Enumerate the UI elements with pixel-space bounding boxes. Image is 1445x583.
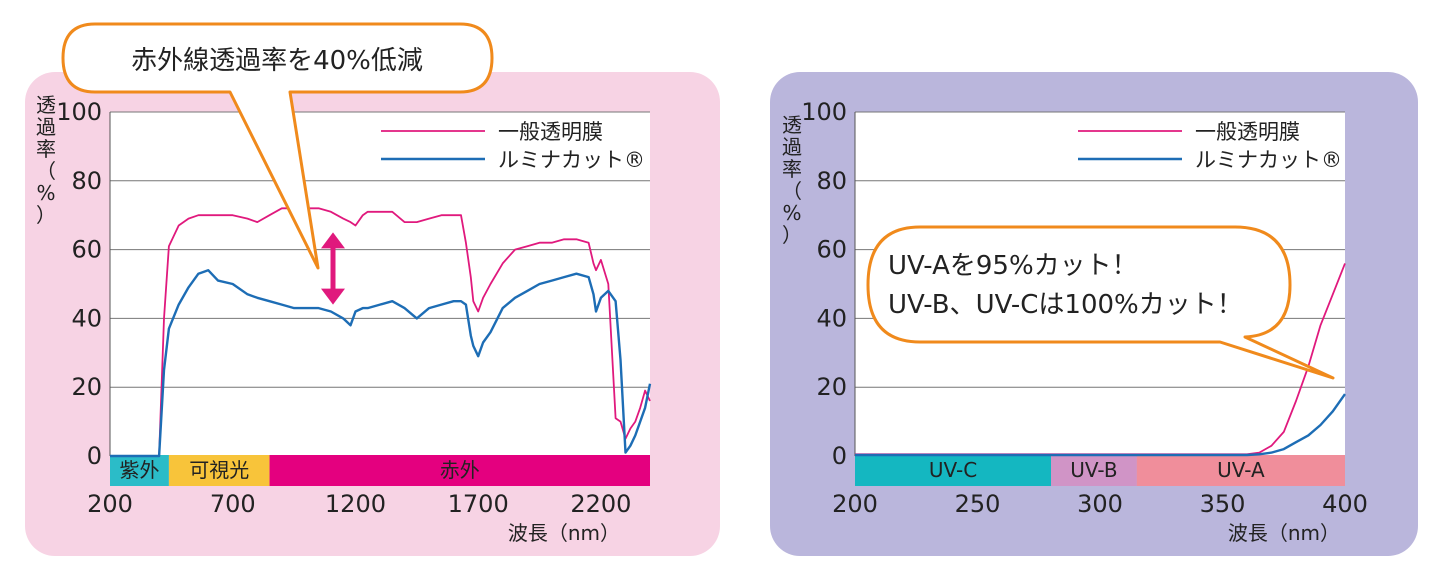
y-tick-label: 20	[816, 373, 847, 401]
chart-2: 0 20 40 60 80 100 UV-C UV-B UV-A 200 250 300 350 400 波…	[770, 72, 1418, 556]
band-UV-A	[1136, 455, 1345, 486]
band-紫外	[110, 455, 169, 486]
band-label: 可視光	[189, 458, 249, 482]
x-tick-label: 700	[210, 490, 256, 518]
y-tick-label: 60	[71, 236, 102, 264]
plot-area	[110, 112, 650, 456]
x-tick-label: 200	[832, 490, 878, 518]
callout-bubble	[866, 225, 1335, 380]
y-tick-label: 40	[816, 304, 847, 332]
y-axis-label: 透過率（%）	[36, 93, 56, 227]
band-赤外	[269, 455, 650, 486]
chart-1: 0 20 40 60 80 100 紫外 可視光 赤外 200 700 1200 1700 2200 波長（…	[25, 22, 720, 556]
band-label: UV-C	[929, 458, 977, 482]
legend-label: ルミナカット®	[498, 148, 645, 172]
x-axis-label: 波長（nm）	[508, 521, 620, 545]
x-tick-label: 200	[87, 490, 133, 518]
band-label: UV-B	[1070, 458, 1117, 482]
y-tick-label: 0	[87, 442, 102, 470]
y-tick-label: 100	[56, 98, 102, 126]
legend-label: ルミナカット®	[1195, 148, 1342, 172]
series-line-1	[110, 207, 651, 457]
x-tick-label: 400	[1322, 490, 1368, 518]
x-tick-label: 1200	[325, 490, 386, 518]
legend-label: 一般透明膜	[1195, 120, 1300, 144]
band-label: 赤外	[440, 458, 480, 482]
x-axis-label: 波長（nm）	[1228, 521, 1340, 545]
x-tick-label: 250	[955, 490, 1001, 518]
gap-arrow-head-up	[321, 232, 345, 249]
callout-text-line1: UV-Aを95%カット！	[888, 251, 1138, 281]
legend-label: 一般透明膜	[498, 120, 603, 144]
callout-text-line2: UV-B、UV-Cは100%カット！	[888, 290, 1243, 320]
band-可視光	[168, 455, 270, 486]
callout-bubble	[61, 22, 494, 270]
band-label: 紫外	[119, 458, 159, 482]
series-line-2	[110, 269, 652, 458]
y-tick-label: 80	[816, 167, 847, 195]
y-tick-label: 80	[71, 167, 102, 195]
y-tick-label: 60	[816, 236, 847, 264]
x-tick-label: 300	[1077, 490, 1123, 518]
x-tick-label: 1700	[448, 490, 509, 518]
band-label: UV-A	[1217, 458, 1265, 482]
y-tick-label: 40	[71, 304, 102, 332]
y-tick-label: 20	[71, 373, 102, 401]
callout-text: 赤外線透過率を40%低減	[131, 46, 423, 76]
x-tick-label: 2200	[570, 490, 631, 518]
y-tick-label: 0	[832, 442, 847, 470]
band-UV-B	[1051, 455, 1137, 486]
band-UV-C	[855, 455, 1051, 486]
y-axis-label: 透過率（%）	[782, 113, 802, 247]
y-tick-label: 100	[801, 98, 847, 126]
series-line-2	[855, 393, 1346, 457]
x-tick-label: 350	[1200, 490, 1246, 518]
gap-arrow-head-down	[321, 288, 345, 305]
